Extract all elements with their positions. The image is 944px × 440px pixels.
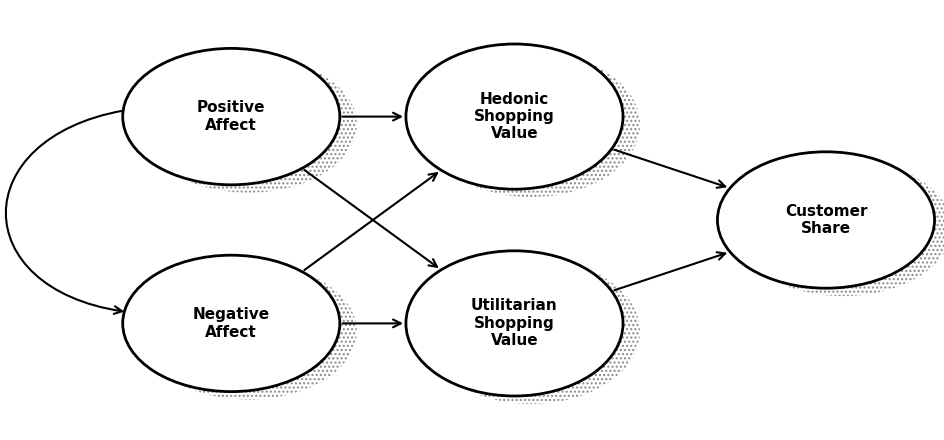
Ellipse shape — [406, 251, 623, 396]
FancyArrowPatch shape — [6, 110, 123, 314]
Ellipse shape — [717, 152, 935, 288]
Ellipse shape — [406, 44, 623, 189]
Ellipse shape — [123, 48, 340, 185]
Text: Customer
Share: Customer Share — [784, 204, 868, 236]
Ellipse shape — [123, 255, 340, 392]
Text: Negative
Affect: Negative Affect — [193, 307, 270, 340]
Text: Positive
Affect: Positive Affect — [197, 100, 265, 133]
Text: Utilitarian
Shopping
Value: Utilitarian Shopping Value — [471, 298, 558, 348]
Text: Hedonic
Shopping
Value: Hedonic Shopping Value — [474, 92, 555, 142]
